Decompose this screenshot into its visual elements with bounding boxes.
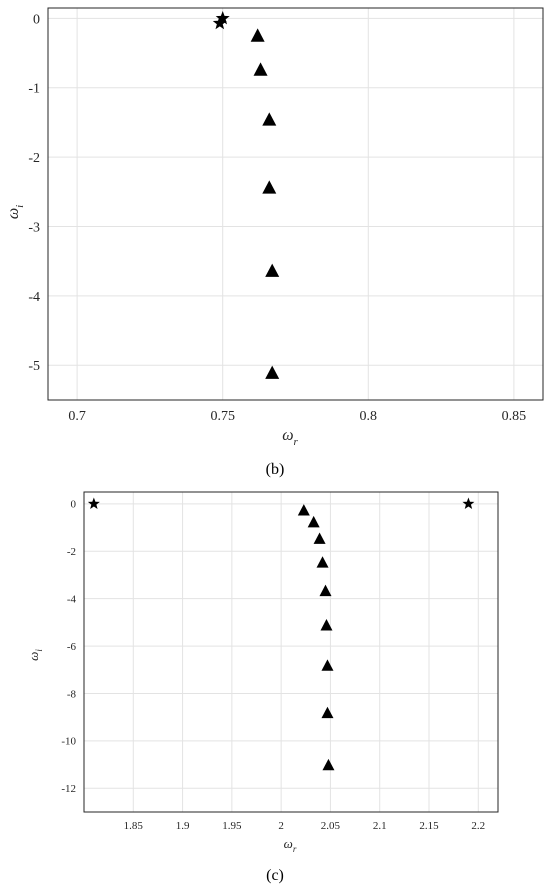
panel-b-plot-frame	[47, 7, 544, 401]
panel-b-y-tick-label: -5	[28, 359, 40, 374]
panel-c-y-tick-label: -6	[67, 641, 77, 653]
panel-c-triangle-point	[316, 556, 329, 568]
panel-c-triangle-point	[313, 532, 326, 544]
panel-c-chart: 1.85 1.9 1.95 2 2.05 2.1 2.15 2.2 0 -2 -4 -6 -8 -10 -…	[26, 491, 499, 884]
panel-b-star-point	[212, 15, 227, 30]
panel-b-triangle-point	[265, 263, 280, 277]
panel-b-chart: 0.7 0.75 0.8 0.85 0 -1 -2 -3 -4 -5 ωr ωi (b)	[5, 7, 544, 478]
panel-c-triangle-point	[320, 619, 333, 631]
panel-c-label: (c)	[266, 867, 284, 884]
panel-b-y-tick-label: -1	[28, 82, 40, 97]
panel-b-y-tick-labels: 0 -1 -2 -3 -4 -5	[28, 12, 40, 374]
panel-c-x-tick-label: 1.9	[176, 820, 190, 832]
panel-c-data-points	[87, 497, 475, 771]
panel-c-x-tick-label: 1.95	[222, 820, 242, 832]
panel-b-x-tick-labels: 0.7 0.75 0.8 0.85	[68, 409, 526, 424]
panel-b-triangle-point	[250, 28, 265, 42]
panel-b-label: (b)	[266, 461, 285, 478]
panel-b-x-tick-label: 0.8	[360, 409, 378, 424]
panel-b-triangle-point	[253, 62, 268, 76]
panel-c-triangle-point	[322, 758, 335, 771]
panel-c-x-tick-label: 2.15	[419, 820, 439, 832]
panel-c-x-tick-label: 2	[278, 820, 284, 832]
panel-c-y-tick-label: -10	[61, 736, 76, 748]
panel-b-y-axis-label: ωi	[5, 205, 26, 219]
panel-b-y-tick-label: -2	[28, 151, 40, 166]
panel-b-gridlines	[48, 8, 543, 400]
panel-b-y-tick-label: 0	[33, 12, 40, 27]
panel-c-triangle-point	[321, 659, 334, 671]
panel-c-triangle-point	[321, 706, 334, 719]
panel-c-x-tick-label: 2.2	[471, 820, 485, 832]
panel-c-y-tick-label: -4	[67, 594, 77, 606]
panel-c-y-tick-labels: 0 -2 -4 -6 -8 -10 -12	[61, 499, 76, 795]
panel-b-x-axis-label: ωr	[282, 427, 298, 448]
panel-c-star-point	[462, 497, 475, 509]
panel-c-x-tick-label: 1.85	[124, 820, 144, 832]
panel-c-y-tick-label: -2	[67, 546, 76, 558]
panel-c-y-tick-label: 0	[71, 499, 77, 511]
panel-c-star-point	[87, 497, 100, 509]
panel-b-y-tick-label: -4	[28, 290, 40, 305]
panel-c-x-tick-label: 2.05	[321, 820, 341, 832]
panel-c-x-tick-labels: 1.85 1.9 1.95 2 2.05 2.1 2.15 2.2	[124, 820, 485, 832]
panel-c-gridlines	[84, 492, 498, 812]
panel-b-triangle-point	[265, 365, 280, 379]
panel-b-x-tick-label: 0.7	[68, 409, 86, 424]
panel-c-triangle-point	[307, 515, 320, 528]
panel-c-y-axis-label: ωi	[26, 649, 44, 661]
panel-b-triangle-point	[262, 180, 277, 194]
panel-c-y-tick-label: -12	[61, 783, 76, 795]
panel-b-triangle-point	[262, 112, 277, 126]
panel-c-x-tick-label: 2.1	[373, 820, 387, 832]
panel-c-triangle-point	[297, 504, 310, 516]
panel-b-x-tick-label: 0.75	[210, 409, 235, 424]
panel-c-y-tick-label: -8	[67, 688, 77, 700]
panel-c-triangle-point	[319, 584, 332, 597]
panel-c-x-axis-label: ωr	[284, 836, 297, 854]
panel-b-star-point	[215, 11, 230, 25]
panel-c-plot-frame	[83, 491, 499, 813]
panel-b-data-points	[212, 11, 280, 379]
panel-b-y-tick-label: -3	[28, 220, 40, 235]
panel-b-x-tick-label: 0.85	[502, 409, 527, 424]
